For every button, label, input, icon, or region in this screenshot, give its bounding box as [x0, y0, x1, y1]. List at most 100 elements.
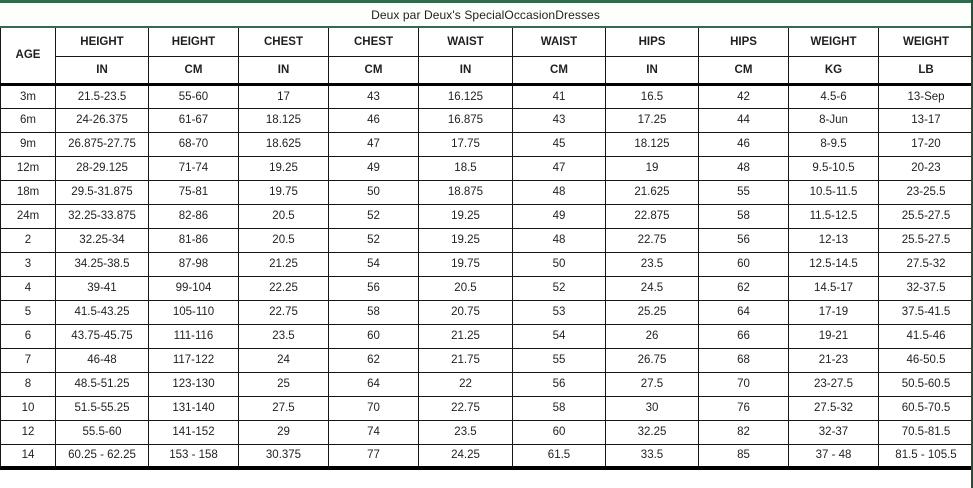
hips-cm-cell: 55 — [698, 179, 789, 205]
weight-lb-cell: 25.5-27.5 — [878, 203, 971, 229]
waist-in-cell: 21.25 — [418, 323, 513, 349]
waist-in-cell: 23.5 — [418, 419, 513, 445]
table-row: 10 51.5-55.25 131-140 27.5 70 22.75 58 30 76 27.5… — [0, 395, 971, 421]
hips-in-cell: 17.25 — [605, 107, 699, 133]
age-cell: 24m — [0, 203, 56, 229]
hips-cm-cell: 42 — [698, 83, 789, 109]
unit-header-weight-kg: KG — [788, 56, 879, 86]
column-header-age: AGE — [0, 28, 56, 86]
waist-cm-cell: 56 — [512, 371, 606, 397]
weight-kg-cell: 14.5-17 — [788, 275, 879, 301]
chest-in-cell: 29 — [238, 419, 329, 445]
table-row: 6m 24-26.375 61-67 18.125 46 16.875 43 17.25 44 8… — [0, 107, 971, 133]
height-in-cell: 48.5-51.25 — [55, 371, 149, 397]
height-in-cell: 55.5-60 — [55, 419, 149, 445]
chest-in-cell: 19.75 — [238, 179, 329, 205]
weight-lb-cell: 20-23 — [878, 155, 971, 181]
chest-in-cell: 17 — [238, 83, 329, 109]
chest-in-cell: 30.375 — [238, 443, 329, 470]
chest-cm-cell: 50 — [328, 179, 419, 205]
unit-header-chest-cm: CM — [328, 56, 419, 86]
table-row: 3m 21.5-23.5 55-60 17 43 16.125 41 16.5 42 4.5-6 1… — [0, 83, 971, 109]
column-header-waist-cm: WAIST — [512, 28, 606, 57]
hips-in-cell: 23.5 — [605, 251, 699, 277]
waist-cm-cell: 58 — [512, 395, 606, 421]
age-cell: 6 — [0, 323, 56, 349]
hips-in-cell: 18.125 — [605, 131, 699, 157]
age-cell: 12m — [0, 155, 56, 181]
unit-header-hips-in: IN — [605, 56, 699, 86]
waist-cm-cell: 61.5 — [512, 443, 606, 470]
hips-cm-cell: 58 — [698, 203, 789, 229]
column-header-chest-cm: CHEST — [328, 28, 419, 57]
waist-in-cell: 22.75 — [418, 395, 513, 421]
age-cell: 18m — [0, 179, 56, 205]
hips-in-cell: 22.875 — [605, 203, 699, 229]
chest-cm-cell: 46 — [328, 107, 419, 133]
weight-lb-cell: 70.5-81.5 — [878, 419, 971, 445]
chest-in-cell: 22.25 — [238, 275, 329, 301]
waist-cm-cell: 53 — [512, 299, 606, 325]
table-row: 2 32.25-34 81-86 20.5 52 19.25 48 22.75 56 12-13 2… — [0, 227, 971, 253]
table-row: 4 39-41 99-104 22.25 56 20.5 52 24.5 62 14.5-17 32… — [0, 275, 971, 301]
chest-cm-cell: 43 — [328, 83, 419, 109]
chest-in-cell: 22.75 — [238, 299, 329, 325]
hips-cm-cell: 46 — [698, 131, 789, 157]
chest-cm-cell: 56 — [328, 275, 419, 301]
unit-header-height-in: IN — [55, 56, 149, 86]
hips-cm-cell: 56 — [698, 227, 789, 253]
waist-cm-cell: 48 — [512, 179, 606, 205]
weight-kg-cell: 12.5-14.5 — [788, 251, 879, 277]
waist-in-cell: 19.25 — [418, 203, 513, 229]
waist-cm-cell: 45 — [512, 131, 606, 157]
hips-in-cell: 26.75 — [605, 347, 699, 373]
hips-in-cell: 22.75 — [605, 227, 699, 253]
chest-cm-cell: 77 — [328, 443, 419, 470]
height-cm-cell: 153 - 158 — [148, 443, 239, 470]
waist-cm-cell: 52 — [512, 275, 606, 301]
age-cell: 3m — [0, 83, 56, 109]
hips-in-cell: 21.625 — [605, 179, 699, 205]
age-cell: 6m — [0, 107, 56, 133]
unit-header-waist-in: IN — [418, 56, 513, 86]
age-cell: 2 — [0, 227, 56, 253]
weight-kg-cell: 19-21 — [788, 323, 879, 349]
weight-kg-cell: 12-13 — [788, 227, 879, 253]
height-in-cell: 32.25-34 — [55, 227, 149, 253]
table-row: 12m 28-29.125 71-74 19.25 49 18.5 47 19 48 9.5-10… — [0, 155, 971, 181]
hips-cm-cell: 48 — [698, 155, 789, 181]
unit-header-hips-cm: CM — [698, 56, 789, 86]
height-cm-cell: 99-104 — [148, 275, 239, 301]
age-cell: 3 — [0, 251, 56, 277]
chest-in-cell: 24 — [238, 347, 329, 373]
weight-kg-cell: 9.5-10.5 — [788, 155, 879, 181]
weight-lb-cell: 13-Sep — [878, 83, 971, 109]
table-row: 24m 32.25-33.875 82-86 20.5 52 19.25 49 22.875 5… — [0, 203, 971, 229]
column-header-height-cm: HEIGHT — [148, 28, 239, 57]
chest-in-cell: 27.5 — [238, 395, 329, 421]
column-header-waist-in: WAIST — [418, 28, 513, 57]
weight-lb-cell: 37.5-41.5 — [878, 299, 971, 325]
size-chart-table: AGE HEIGHT HEIGHT CHEST CHEST WAIST WAIST HIPS H… — [0, 28, 971, 470]
weight-kg-cell: 37 - 48 — [788, 443, 879, 470]
weight-lb-cell: 81.5 - 105.5 — [878, 443, 971, 470]
waist-cm-cell: 47 — [512, 155, 606, 181]
height-in-cell: 26.875-27.75 — [55, 131, 149, 157]
table-row: 6 43.75-45.75 111-116 23.5 60 21.25 54 26 66 19-2… — [0, 323, 971, 349]
weight-kg-cell: 17-19 — [788, 299, 879, 325]
weight-kg-cell: 32-37 — [788, 419, 879, 445]
waist-in-cell: 18.875 — [418, 179, 513, 205]
unit-header-weight-lb: LB — [878, 56, 971, 86]
chest-cm-cell: 49 — [328, 155, 419, 181]
weight-kg-cell: 10.5-11.5 — [788, 179, 879, 205]
chest-in-cell: 25 — [238, 371, 329, 397]
chest-cm-cell: 70 — [328, 395, 419, 421]
weight-lb-cell: 41.5-46 — [878, 323, 971, 349]
hips-cm-cell: 70 — [698, 371, 789, 397]
waist-cm-cell: 50 — [512, 251, 606, 277]
height-in-cell: 34.25-38.5 — [55, 251, 149, 277]
hips-cm-cell: 44 — [698, 107, 789, 133]
height-in-cell: 21.5-23.5 — [55, 83, 149, 109]
weight-kg-cell: 4.5-6 — [788, 83, 879, 109]
chest-cm-cell: 52 — [328, 227, 419, 253]
